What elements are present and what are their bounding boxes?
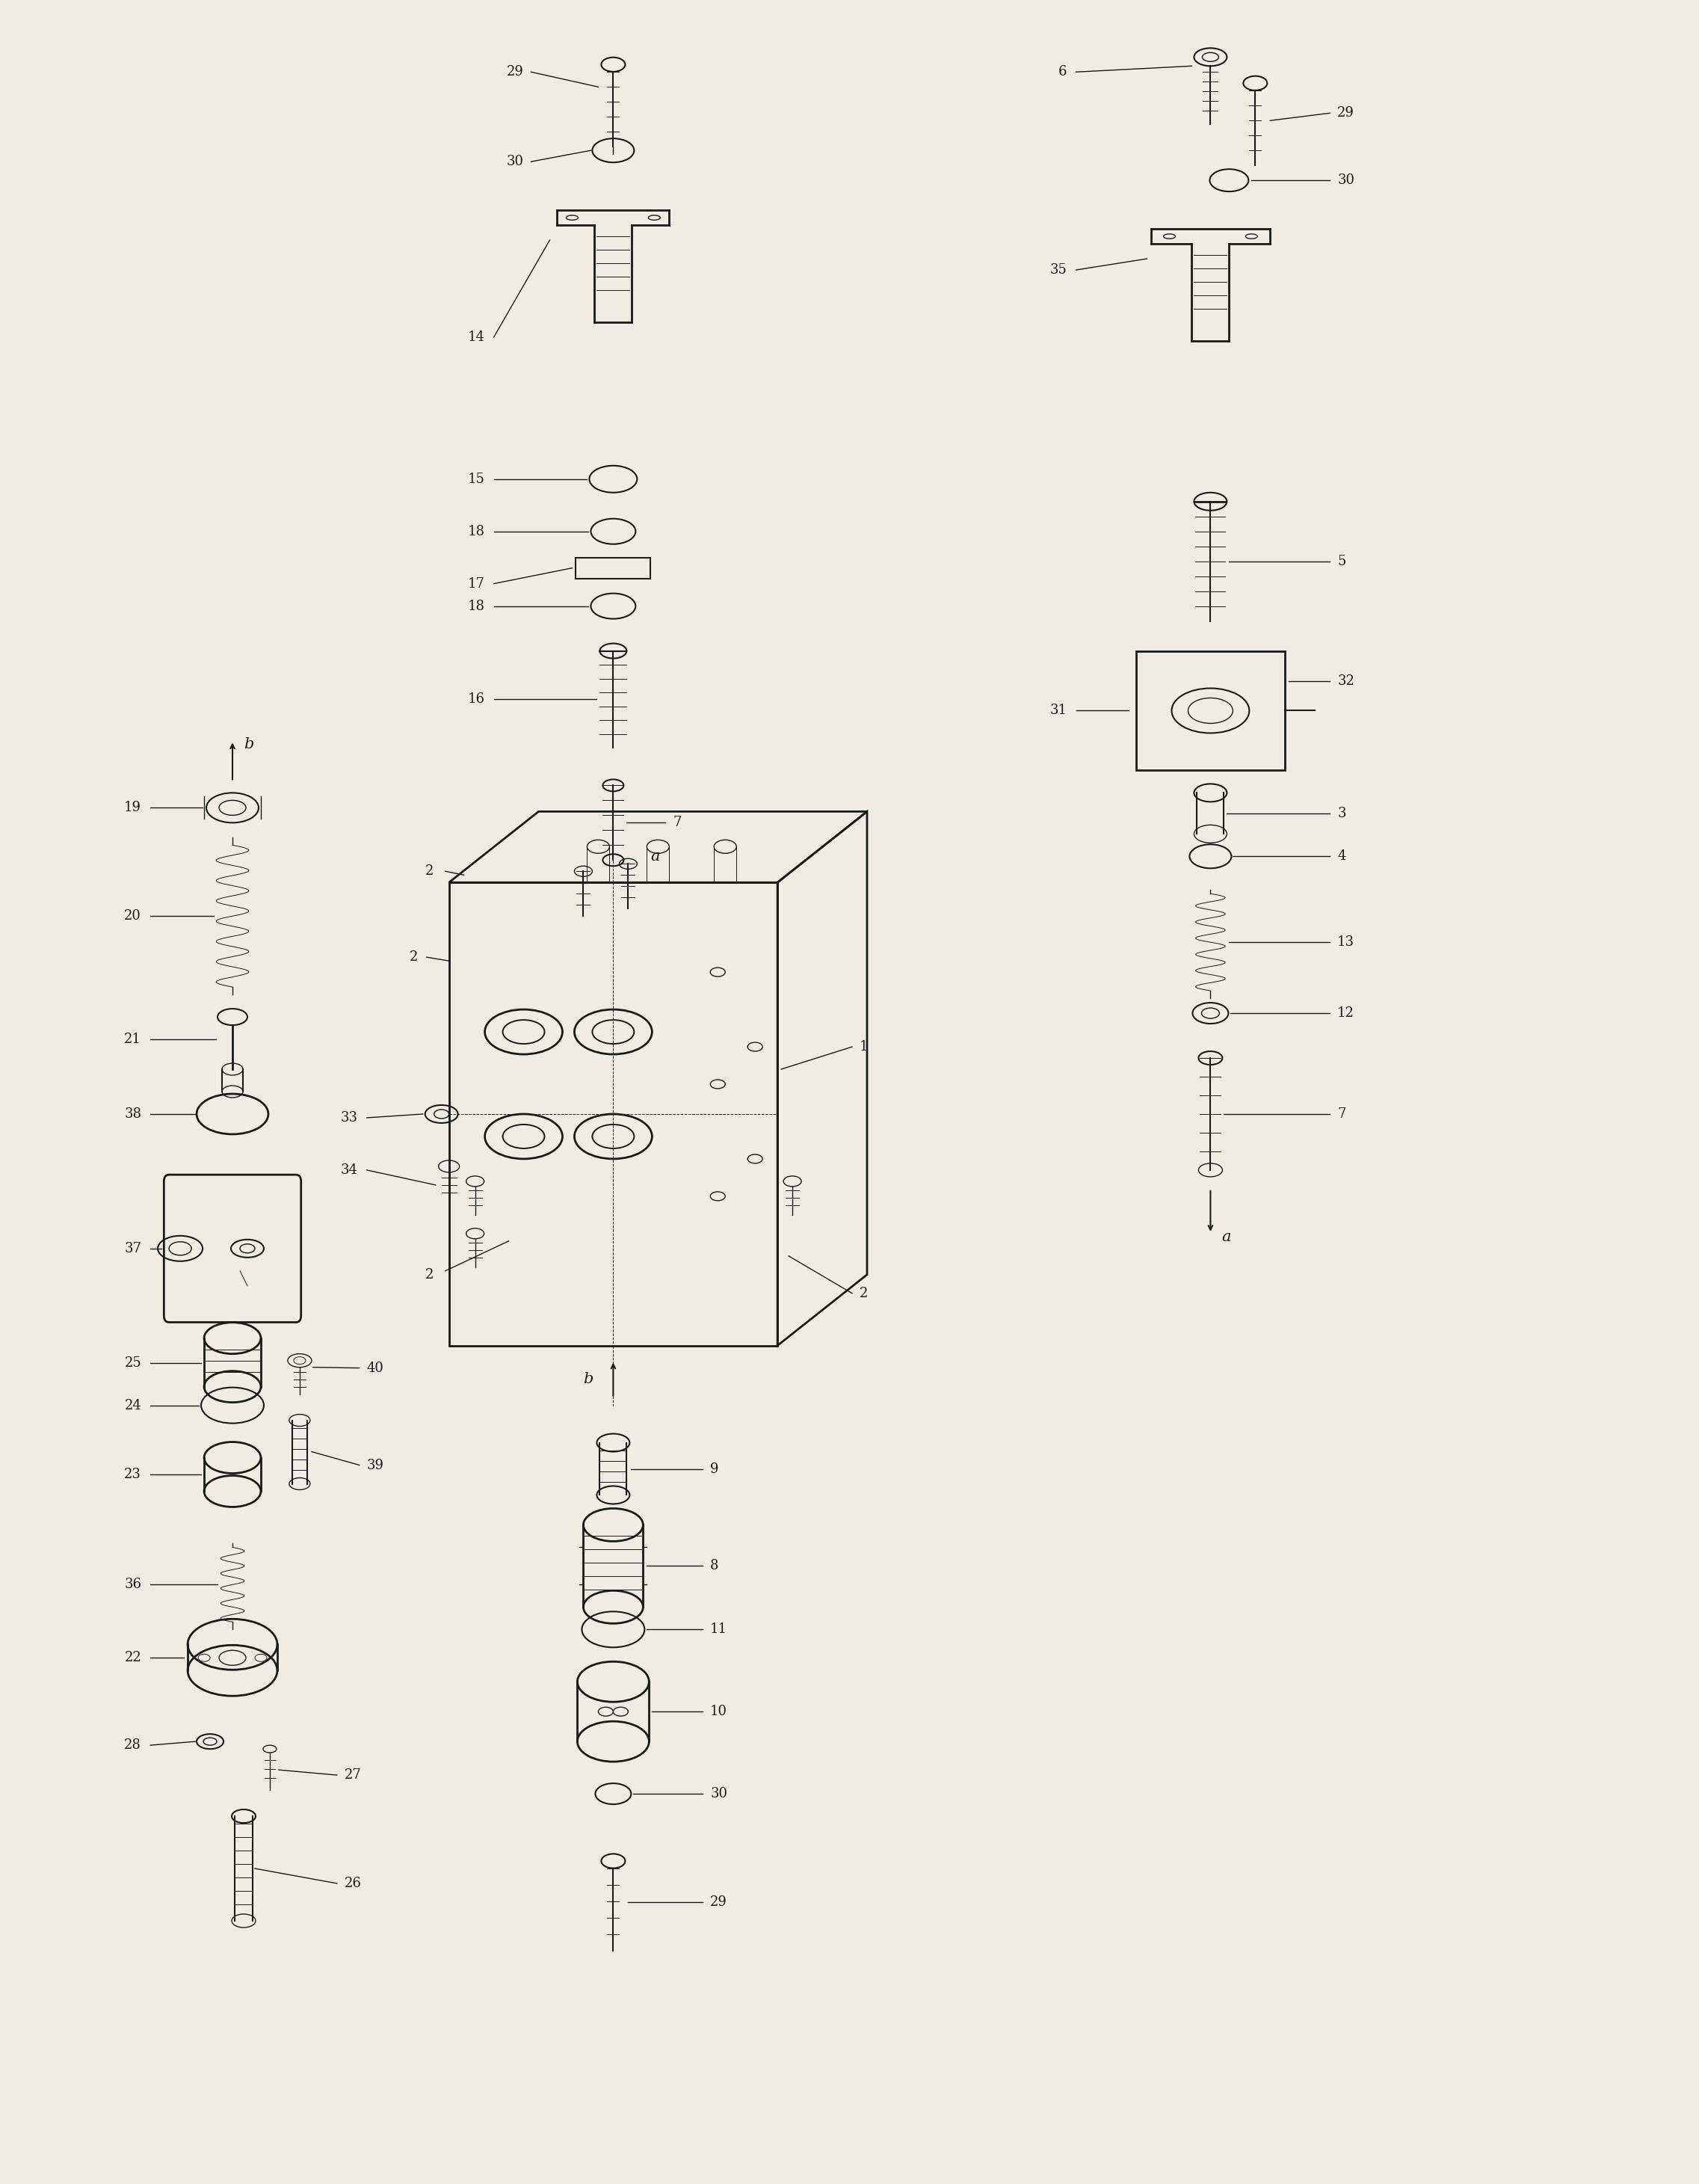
Text: 18: 18 — [467, 524, 484, 537]
Text: 7: 7 — [1337, 1107, 1346, 1120]
Text: 32: 32 — [1337, 675, 1354, 688]
Text: 33: 33 — [341, 1112, 358, 1125]
Text: 16: 16 — [467, 692, 484, 705]
Text: 2: 2 — [425, 865, 433, 878]
Text: 27: 27 — [345, 1769, 362, 1782]
Text: 23: 23 — [124, 1468, 141, 1481]
Text: 26: 26 — [345, 1876, 362, 1889]
Text: 30: 30 — [506, 155, 523, 168]
Text: 6: 6 — [1058, 66, 1067, 79]
Text: 11: 11 — [710, 1623, 727, 1636]
Text: a: a — [651, 850, 659, 863]
Text: 29: 29 — [506, 66, 523, 79]
Text: 12: 12 — [1337, 1007, 1354, 1020]
Text: 25: 25 — [124, 1356, 141, 1369]
Text: 2: 2 — [409, 950, 418, 963]
Text: 39: 39 — [367, 1459, 384, 1472]
Text: 1: 1 — [860, 1040, 868, 1053]
Text: 22: 22 — [124, 1651, 141, 1664]
Text: b: b — [243, 738, 253, 751]
Text: 30: 30 — [710, 1787, 727, 1800]
Text: 7: 7 — [673, 817, 681, 830]
Text: 36: 36 — [124, 1577, 141, 1592]
Text: 2: 2 — [425, 1269, 433, 1282]
Text: 20: 20 — [124, 909, 141, 924]
Text: 10: 10 — [710, 1706, 727, 1719]
Text: 31: 31 — [1050, 703, 1067, 716]
Text: 18: 18 — [467, 598, 484, 614]
Text: a: a — [1222, 1230, 1232, 1245]
Text: 28: 28 — [124, 1738, 141, 1752]
Text: 38: 38 — [124, 1107, 141, 1120]
Text: 2: 2 — [860, 1286, 868, 1299]
Text: 34: 34 — [341, 1164, 358, 1177]
Text: 4: 4 — [1337, 850, 1346, 863]
Text: 24: 24 — [124, 1398, 141, 1413]
Text: 37: 37 — [124, 1243, 141, 1256]
Text: b: b — [583, 1372, 593, 1387]
Bar — [576, 557, 651, 579]
Bar — [449, 882, 778, 1345]
Text: 3: 3 — [1337, 808, 1346, 821]
Text: 8: 8 — [710, 1559, 719, 1572]
Text: 14: 14 — [467, 330, 484, 343]
Text: 35: 35 — [1050, 264, 1067, 277]
Text: 15: 15 — [467, 472, 484, 485]
Text: 5: 5 — [1337, 555, 1346, 568]
Text: 13: 13 — [1337, 935, 1354, 950]
Text: 9: 9 — [710, 1461, 719, 1476]
Text: 21: 21 — [124, 1033, 141, 1046]
Text: 19: 19 — [124, 802, 141, 815]
Text: 29: 29 — [1337, 107, 1354, 120]
Text: 29: 29 — [710, 1896, 727, 1909]
Text: 17: 17 — [467, 577, 484, 590]
Bar — [1137, 651, 1284, 771]
Text: 40: 40 — [367, 1361, 384, 1374]
Text: 30: 30 — [1337, 173, 1354, 188]
